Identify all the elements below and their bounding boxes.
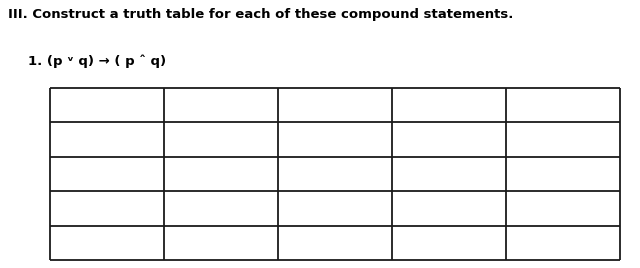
Text: 1. (p ᵛ q) → ( p ˆ q): 1. (p ᵛ q) → ( p ˆ q) [28,55,166,69]
Text: III. Construct a truth table for each of these compound statements.: III. Construct a truth table for each of… [8,8,513,21]
